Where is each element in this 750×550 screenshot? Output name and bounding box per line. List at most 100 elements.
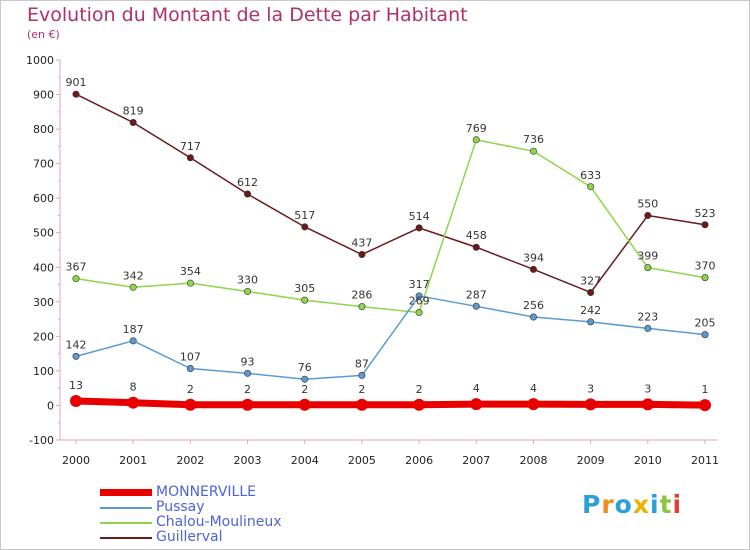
- logo-letter: x: [632, 490, 650, 519]
- data-point-monnerville: [127, 396, 140, 409]
- data-label-monnerville: 2: [358, 383, 365, 396]
- data-label-guillerval: 327: [580, 274, 601, 287]
- data-point-chalou-moulineux: [587, 183, 595, 191]
- data-point-chalou-moulineux: [358, 303, 366, 311]
- x-tick-label: 2000: [62, 454, 90, 467]
- data-point-monnerville: [298, 398, 311, 411]
- data-point-chalou-moulineux: [301, 296, 309, 304]
- data-point-chalou-moulineux: [644, 264, 652, 272]
- data-point-guillerval: [129, 119, 137, 127]
- data-label-monnerville: 1: [702, 383, 709, 396]
- data-point-guillerval: [529, 265, 537, 273]
- legend-label: Pussay: [156, 499, 205, 515]
- data-label-pussay: 87: [355, 357, 369, 370]
- data-label-monnerville: 2: [244, 383, 251, 396]
- y-tick-label: 900: [33, 89, 54, 102]
- y-tick-label: 0: [47, 399, 54, 412]
- chart-title: Evolution du Montant de la Dette par Hab…: [27, 4, 468, 26]
- data-label-guillerval: 514: [409, 210, 430, 223]
- data-point-monnerville: [527, 398, 540, 411]
- series-line-guillerval: [75, 93, 706, 294]
- y-tick-label: 100: [33, 365, 54, 378]
- data-point-pussay: [301, 375, 309, 383]
- data-label-pussay: 142: [66, 338, 87, 351]
- legend-swatch: [100, 489, 152, 496]
- data-label-pussay: 107: [180, 350, 201, 363]
- logo-letter: t: [659, 490, 673, 519]
- data-point-monnerville: [355, 398, 368, 411]
- data-point-pussay: [358, 371, 366, 379]
- legend-label: Chalou-Moulineux: [156, 514, 282, 530]
- data-point-monnerville: [470, 398, 483, 411]
- data-label-chalou-moulineux: 633: [580, 169, 601, 182]
- x-tick-label: 2006: [405, 454, 433, 467]
- logo-letter: r: [601, 490, 615, 519]
- data-label-guillerval: 458: [466, 229, 487, 242]
- data-label-pussay: 93: [241, 355, 255, 368]
- data-label-pussay: 256: [523, 299, 544, 312]
- y-tick-label: 800: [33, 123, 54, 136]
- data-label-guillerval: 901: [66, 76, 87, 89]
- data-label-pussay: 187: [123, 323, 144, 336]
- data-label-pussay: 76: [298, 361, 312, 374]
- data-point-pussay: [529, 313, 537, 321]
- data-label-monnerville: 2: [187, 383, 194, 396]
- data-point-guillerval: [701, 221, 709, 229]
- data-point-pussay: [186, 364, 194, 372]
- data-label-guillerval: 517: [294, 209, 315, 222]
- series-line-chalou-moulineux: [75, 139, 706, 314]
- y-tick-label: 200: [33, 330, 54, 343]
- data-point-pussay: [644, 324, 652, 332]
- data-label-guillerval: 612: [237, 176, 258, 189]
- data-point-pussay: [129, 337, 137, 345]
- data-label-pussay: 205: [695, 317, 716, 330]
- data-label-pussay: 223: [637, 310, 658, 323]
- axes: -100 0 100 200 300 400 500 600 700 800 900 1000 2000…: [26, 54, 719, 467]
- x-tick-label: 2003: [234, 454, 262, 467]
- data-label-chalou-moulineux: 330: [237, 273, 258, 286]
- data-label-monnerville: 13: [69, 379, 83, 392]
- series-line-monnerville: [72, 397, 709, 409]
- x-tick-label: 2001: [119, 454, 147, 467]
- data-label-monnerville: 4: [530, 382, 537, 395]
- data-point-guillerval: [186, 154, 194, 162]
- data-point-monnerville: [184, 398, 197, 411]
- data-point-chalou-moulineux: [129, 283, 137, 291]
- data-label-guillerval: 550: [637, 197, 658, 210]
- data-label-pussay: 242: [580, 304, 601, 317]
- data-label-guillerval: 437: [351, 236, 372, 249]
- data-point-guillerval: [72, 90, 80, 98]
- data-label-pussay: 287: [466, 288, 487, 301]
- logo-letter: i: [672, 490, 683, 519]
- data-point-chalou-moulineux: [415, 309, 423, 317]
- y-tick-label: 600: [33, 192, 54, 205]
- data-point-guillerval: [301, 223, 309, 231]
- data-label-pussay: 317: [409, 278, 430, 291]
- data-label-monnerville: 3: [644, 382, 651, 395]
- data-point-pussay: [244, 369, 252, 377]
- y-tick-label: 400: [33, 261, 54, 274]
- data-point-pussay: [72, 352, 80, 360]
- data-point-monnerville: [584, 398, 597, 411]
- y-tick-label: 300: [33, 296, 54, 309]
- legend-label: Guillerval: [156, 529, 223, 545]
- data-point-monnerville: [699, 399, 711, 412]
- data-label-chalou-moulineux: 354: [180, 265, 201, 278]
- x-tick-label: 2011: [691, 454, 719, 467]
- legend-label: MONNERVILLE: [156, 484, 257, 500]
- data-point-pussay: [472, 302, 480, 310]
- y-tick-label: 500: [33, 227, 54, 240]
- data-point-chalou-moulineux: [72, 275, 80, 283]
- legend-swatch: [100, 522, 152, 524]
- data-point-guillerval: [415, 224, 423, 232]
- data-label-guillerval: 394: [523, 251, 544, 264]
- logo-letter: P: [582, 490, 602, 519]
- data-point-chalou-moulineux: [244, 287, 252, 295]
- series-line-pussay: [75, 295, 706, 380]
- data-point-monnerville: [241, 398, 254, 411]
- data-label-monnerville: 2: [416, 383, 423, 396]
- data-label-chalou-moulineux: 399: [637, 250, 658, 263]
- x-tick-label: 2005: [348, 454, 376, 467]
- data-label-chalou-moulineux: 769: [466, 122, 487, 135]
